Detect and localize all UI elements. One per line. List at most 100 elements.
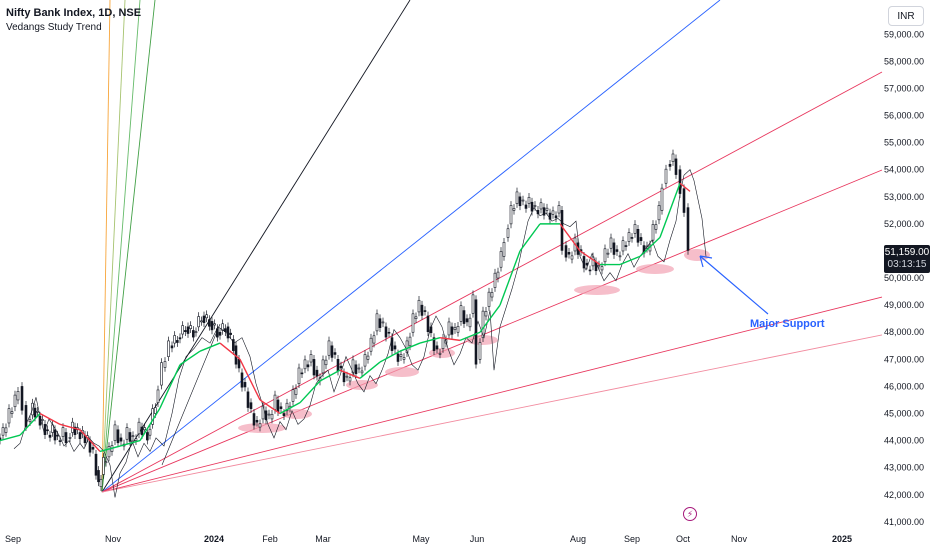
fan-lines <box>101 0 883 493</box>
fan-line <box>101 169 883 493</box>
x-tick-label: 2025 <box>832 534 852 544</box>
price-candle-body <box>131 435 135 438</box>
price-candle-body <box>140 426 144 435</box>
price-candle-body <box>273 394 277 410</box>
price-candle-body <box>36 411 39 413</box>
price-candle-body <box>237 359 241 369</box>
trend-series <box>0 182 691 453</box>
price-candle-body <box>125 427 129 440</box>
price-candle-body <box>0 437 2 441</box>
price-candle-body <box>603 248 607 263</box>
price-candle-body <box>682 188 686 213</box>
trend-segment <box>499 250 521 306</box>
price-candle-body <box>46 429 49 432</box>
price-candle-body <box>151 408 154 425</box>
support-highlight <box>636 264 674 274</box>
trend-segment <box>139 407 161 441</box>
price-series <box>0 149 707 498</box>
price-candle-body <box>408 336 412 347</box>
price-candle-body <box>246 391 250 408</box>
price-candle-body <box>33 407 37 418</box>
trend-segment <box>619 255 641 266</box>
y-tick-label: 58,000.00 <box>884 56 924 66</box>
price-candle-body <box>636 229 640 243</box>
x-tick-label: Jun <box>470 534 485 544</box>
trend-segment <box>439 336 461 342</box>
price-candle-body <box>600 266 604 271</box>
price-candle-body <box>530 201 534 212</box>
price-candle-body <box>78 432 82 440</box>
price-candle-body <box>312 359 316 376</box>
price-candle-body <box>612 242 616 255</box>
price-candle-body <box>657 205 661 221</box>
price-candle-body <box>294 388 298 395</box>
trend-segment <box>239 359 261 401</box>
price-candle-body <box>426 315 430 333</box>
price-candle-body <box>671 153 675 162</box>
price-candle-body <box>345 375 349 378</box>
y-tick-label: 48,000.00 <box>884 327 924 337</box>
price-candle-body <box>396 353 400 362</box>
current-price: 51,159.00 <box>884 247 930 258</box>
trend-segment <box>679 182 691 192</box>
price-candle-body <box>417 299 421 313</box>
price-candle-body <box>354 364 358 374</box>
lightning-icon[interactable]: ⚡ <box>683 507 697 521</box>
price-candle-body <box>512 208 516 211</box>
price-badge: 51,159.00 03:13:15 <box>884 245 930 273</box>
price-candle-body <box>64 432 68 444</box>
price-candle-body <box>173 335 176 344</box>
price-candle-body <box>660 187 664 211</box>
price-candle-body <box>674 158 678 175</box>
price-candle-body <box>309 354 313 363</box>
trend-segment <box>359 361 381 379</box>
price-candle-body <box>564 245 568 258</box>
price-candle-body <box>533 205 537 207</box>
price-candle-body <box>321 359 325 374</box>
price-candle-body <box>487 291 491 307</box>
trend-segment <box>199 342 221 352</box>
price-candle-body <box>189 325 192 329</box>
price-candle-body <box>73 426 77 435</box>
price-candle-body <box>13 394 17 408</box>
price-candle-body <box>229 332 232 335</box>
y-axis: 59,000.00 58,000.00 57,000.00 56,000.00 55,0… <box>884 29 924 527</box>
price-candle-body <box>113 424 117 441</box>
trend-segment <box>39 412 61 425</box>
y-tick-label: 41,000.00 <box>884 517 924 527</box>
price-candle-body <box>591 256 595 267</box>
price-candle-body <box>327 340 331 356</box>
price-candle-body <box>267 413 271 416</box>
price-candle-body <box>134 438 138 441</box>
price-candle-body <box>521 199 525 202</box>
price-candle-body <box>160 362 163 386</box>
price-candle-body <box>1 427 5 436</box>
y-tick-label: 54,000.00 <box>884 165 924 175</box>
price-candle-body <box>378 318 382 328</box>
price-candle-body <box>360 370 364 374</box>
price-candle-body <box>387 331 391 334</box>
x-tick-label: Nov <box>731 534 748 544</box>
price-candle-body <box>197 316 200 328</box>
price-candle-body <box>333 352 337 355</box>
price-candle-body <box>154 407 157 414</box>
support-highlight <box>574 285 620 295</box>
price-candle-body <box>609 237 613 249</box>
price-candle-body <box>148 428 152 436</box>
price-candle-body <box>221 323 224 331</box>
price-candle-body <box>218 331 222 336</box>
x-tick-label: Sep <box>624 534 640 544</box>
support-highlights <box>238 249 710 433</box>
fan-line <box>101 0 141 493</box>
y-tick-label: 45,000.00 <box>884 409 924 419</box>
price-candle-body <box>252 413 256 426</box>
price-candle-body <box>471 294 475 314</box>
support-highlight <box>346 380 378 390</box>
price-candle-body <box>527 197 531 204</box>
currency-button[interactable]: INR <box>888 6 924 26</box>
price-candle-body <box>366 355 370 360</box>
price-candle-body <box>441 337 445 349</box>
support-highlight <box>684 249 710 261</box>
price-candle-body <box>348 377 352 382</box>
